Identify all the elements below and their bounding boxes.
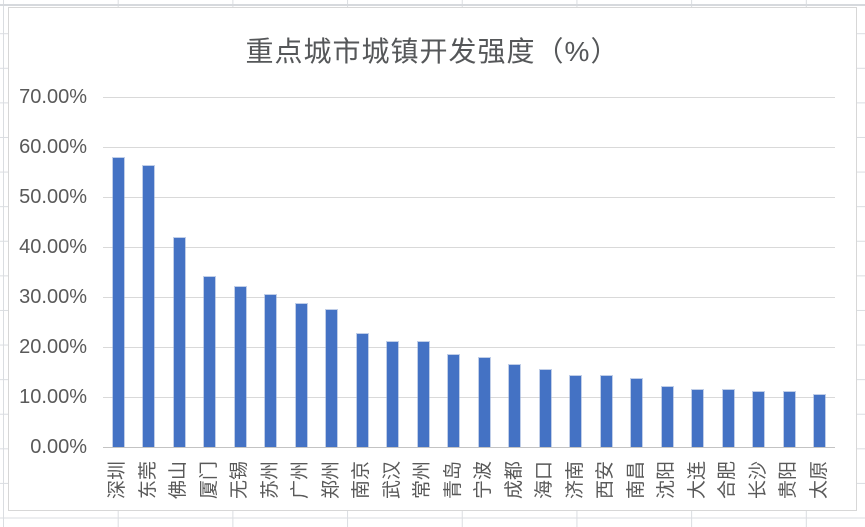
bar[interactable]: [326, 310, 337, 447]
x-axis-label: 深圳: [107, 461, 128, 500]
bar[interactable]: [570, 376, 581, 447]
bar[interactable]: [662, 387, 673, 447]
x-axis-label: 成都: [504, 461, 525, 500]
x-axis-label: 佛山: [168, 461, 189, 500]
x-axis-label: 郑州: [321, 461, 342, 500]
chart-title[interactable]: 重点城市城镇开发强度（%）: [245, 36, 620, 67]
bar[interactable]: [387, 342, 398, 447]
bar[interactable]: [509, 365, 520, 447]
gridline: [103, 147, 835, 148]
x-axis-label: 合肥: [717, 461, 738, 500]
bar[interactable]: [631, 379, 642, 447]
gridline: [103, 197, 835, 198]
bar[interactable]: [692, 390, 703, 447]
category-axis-line: [103, 447, 835, 448]
x-axis-label: 长沙: [748, 461, 769, 500]
y-axis-tick-label: 70.00%: [19, 86, 87, 108]
x-axis-label: 宁波: [473, 461, 494, 500]
bar[interactable]: [448, 355, 459, 447]
chart-object[interactable]: 重点城市城镇开发强度（%） 0.00% 10.00% 20.00% 30.00% 40.…: [8, 7, 857, 511]
bar[interactable]: [174, 238, 185, 447]
bar[interactable]: [814, 395, 825, 447]
y-axis-tick-label: 30.00%: [19, 286, 87, 308]
gridline: [103, 397, 835, 398]
gridline: [103, 97, 835, 98]
gridline: [103, 247, 835, 248]
y-axis-tick-label: 60.00%: [19, 136, 87, 158]
x-axis-label: 东莞: [138, 461, 159, 500]
bar[interactable]: [296, 304, 307, 447]
bar[interactable]: [143, 166, 154, 447]
y-axis-tick-label: 40.00%: [19, 236, 87, 258]
bar[interactable]: [418, 342, 429, 447]
bar[interactable]: [540, 370, 551, 447]
y-axis-tick-label: 20.00%: [19, 336, 87, 358]
x-axis-label: 广州: [290, 461, 311, 500]
bar[interactable]: [479, 358, 490, 447]
x-axis-label: 青岛: [443, 461, 464, 500]
x-axis-label: 西安: [595, 461, 616, 500]
x-axis-label: 南京: [351, 461, 372, 500]
x-axis-label: 南昌: [626, 461, 647, 500]
plot-area[interactable]: [103, 97, 835, 447]
gridline: [103, 297, 835, 298]
x-axis-label: 海口: [534, 461, 555, 500]
bar[interactable]: [204, 277, 215, 447]
x-axis-label: 武汉: [382, 461, 403, 500]
x-axis-label: 贵阳: [778, 461, 799, 500]
bar[interactable]: [723, 390, 734, 447]
bar[interactable]: [235, 287, 246, 447]
bar[interactable]: [601, 376, 612, 447]
x-axis-label: 苏州: [260, 461, 281, 500]
bar[interactable]: [784, 392, 795, 447]
x-axis-label: 厦门: [199, 461, 220, 500]
bar[interactable]: [357, 334, 368, 447]
bar[interactable]: [265, 295, 276, 447]
x-axis-label: 常州: [412, 461, 433, 500]
gridline: [103, 347, 835, 348]
y-axis-tick-label: 0.00%: [30, 436, 87, 458]
x-axis-label: 太原: [809, 461, 830, 500]
spreadsheet-row-line: [0, 4, 865, 6]
x-axis-label: 大连: [687, 461, 708, 500]
bar[interactable]: [753, 392, 764, 447]
x-axis-label: 无锡: [229, 461, 250, 500]
x-axis-label: 济南: [565, 461, 586, 500]
bar[interactable]: [113, 158, 124, 447]
y-axis-tick-label: 10.00%: [19, 386, 87, 408]
y-axis-tick-label: 50.00%: [19, 186, 87, 208]
x-axis-label: 沈阳: [656, 461, 677, 500]
